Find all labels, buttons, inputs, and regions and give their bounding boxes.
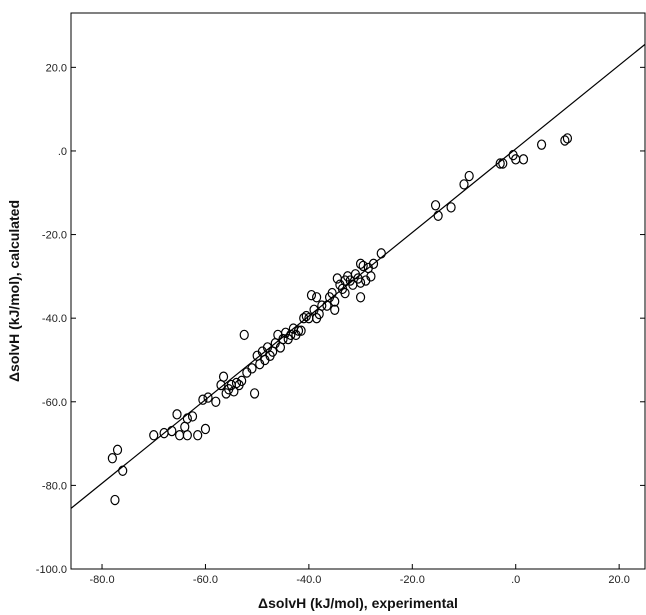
data-point (430, 200, 441, 211)
x-tick-label: 20.0 (608, 574, 629, 586)
data-point (562, 133, 573, 144)
data-point (149, 430, 159, 441)
data-point (211, 396, 221, 407)
data-point (107, 453, 117, 464)
data-point (306, 289, 317, 301)
data-point (278, 333, 288, 345)
data-point (110, 494, 120, 506)
y-tick-label: -60.0 (42, 397, 67, 409)
data-point (495, 158, 505, 169)
y-tick-label: .0 (58, 146, 67, 158)
data-point (560, 135, 570, 146)
data-point (368, 258, 379, 270)
data-point (118, 465, 128, 476)
data-point (464, 170, 474, 182)
data-point (112, 444, 123, 456)
y-tick-label: -40.0 (42, 313, 67, 325)
data-point (340, 287, 350, 299)
data-point (203, 392, 213, 403)
y-tick-label: -100.0 (36, 564, 67, 576)
data-point (296, 325, 306, 336)
data-point (193, 430, 203, 441)
y-tick-label: -80.0 (42, 480, 67, 492)
data-point (218, 371, 229, 382)
data-point (231, 377, 242, 389)
data-point (299, 312, 309, 324)
data-point (366, 271, 376, 282)
data-point (536, 139, 547, 150)
data-points (107, 133, 573, 506)
data-point (355, 292, 366, 303)
data-point (182, 430, 192, 441)
data-point (459, 179, 469, 190)
data-point (301, 310, 311, 322)
data-point (358, 260, 368, 272)
data-point (237, 375, 247, 387)
x-tick-label: -60.0 (193, 574, 218, 586)
data-point (446, 202, 456, 213)
x-tick-label: -20.0 (400, 574, 425, 586)
data-point (286, 329, 296, 341)
data-point (182, 413, 192, 424)
data-point (355, 258, 366, 270)
y-axis-ticks: 20.0 .0 -20.0 -40.0 -60.0 -80.0 -100.0 (36, 62, 645, 576)
plot-frame (70, 12, 646, 570)
data-point (167, 425, 177, 437)
x-tick-label: -40.0 (296, 574, 321, 586)
x-axis-ticks: -80.0 -60.0 -40.0 -20.0 .0 20.0 (89, 564, 630, 586)
data-point (239, 329, 249, 341)
data-point (355, 277, 366, 288)
x-axis-title: ΔsolvH (kJ/mol), experimental (258, 595, 458, 611)
data-point (200, 423, 211, 435)
data-point (433, 210, 443, 221)
data-point (312, 292, 322, 303)
data-point (249, 388, 260, 399)
data-point (330, 304, 340, 316)
data-point (174, 430, 185, 441)
data-point (198, 394, 208, 405)
data-point (376, 248, 386, 259)
data-point (293, 325, 304, 336)
data-point (187, 411, 198, 422)
y-axis-title: ΔsolvH (kJ/mol), calculated (6, 200, 22, 382)
regression-line (70, 43, 646, 509)
data-point (330, 296, 340, 307)
x-tick-label: .0 (511, 574, 520, 586)
y-tick-label: 20.0 (46, 62, 67, 74)
x-tick-label: -80.0 (89, 574, 114, 586)
data-point (281, 327, 291, 339)
data-point (172, 409, 182, 420)
data-point (317, 300, 327, 311)
data-point (518, 154, 529, 165)
data-point (247, 363, 257, 374)
y-tick-label: -20.0 (42, 230, 67, 242)
data-point (498, 158, 508, 169)
